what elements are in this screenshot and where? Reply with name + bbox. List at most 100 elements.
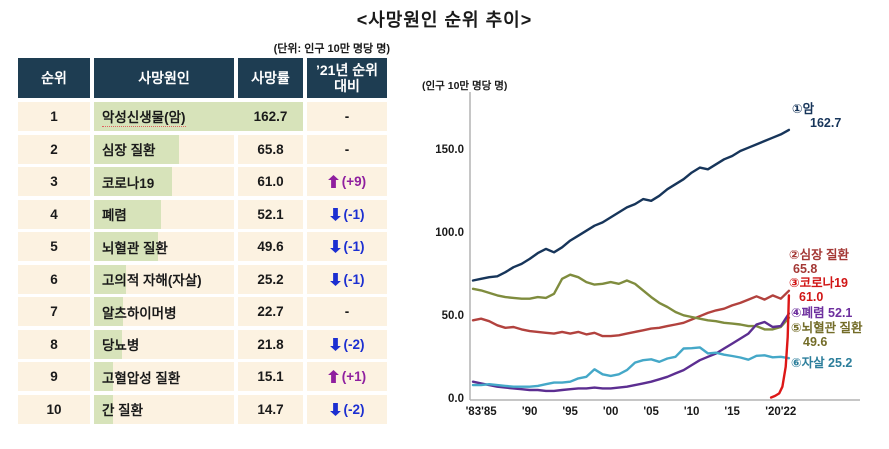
series-label: ②심장 질환 65.8 — [789, 248, 849, 276]
series-label: ④폐렴 52.1 — [791, 306, 852, 320]
rank-change-text: (-1) — [343, 239, 365, 254]
series-label: ①암 162.7 — [792, 102, 841, 130]
death-cause-table: 순위 사망원인 사망률 ’21년 순위 대비 1 악성신생물(암) 162.7 -… — [18, 58, 390, 427]
rank-change-cell: (-1) — [307, 232, 387, 261]
rate-bar — [94, 362, 114, 391]
x-tick-label: '15 — [724, 406, 740, 418]
table-row: 2 심장 질환 65.8 - — [18, 134, 390, 164]
rank-cell: 5 — [18, 232, 90, 261]
rate-bar — [94, 297, 124, 326]
cause-cell: 고의적 자해(자살) — [94, 264, 234, 294]
rate-bar — [94, 329, 122, 359]
series-label-value: 61.0 — [799, 290, 824, 304]
table-row: 5 뇌혈관 질환 49.6 (-1) — [18, 232, 390, 261]
rank-cell: 7 — [18, 297, 90, 326]
table-row: 7 알츠하이머병 22.7 - — [18, 297, 390, 326]
rank-cell: 4 — [18, 199, 90, 229]
header-rank: 순위 — [18, 58, 90, 98]
rank-change-cell: - — [307, 102, 387, 131]
line-covid19 — [769, 294, 791, 399]
x-tick-label: '20'22 — [765, 406, 797, 418]
trend-chart-canvas — [469, 92, 860, 401]
rate-cell: 65.8 — [238, 134, 303, 164]
table-row: 8 당뇨병 21.8 (-2) — [18, 329, 390, 359]
rank-cell: 2 — [18, 134, 90, 164]
rank-change-text: (-2) — [343, 401, 365, 417]
table-row: 6 고의적 자해(자살) 25.2 (-1) — [18, 264, 390, 294]
rate-bar — [94, 394, 113, 424]
cause-cell: 당뇨병 — [94, 329, 234, 359]
rank-change-text: (+1) — [341, 369, 367, 384]
rate-cell: 22.7 — [238, 297, 303, 326]
rate-cell: 25.2 — [238, 264, 303, 294]
cause-cell: 악성신생물(암) — [94, 102, 303, 131]
rank-cell: 6 — [18, 264, 90, 294]
y-tick-label: 50.0 — [441, 310, 464, 322]
series-label-value: 65.8 — [793, 262, 818, 276]
rate-bar — [94, 167, 173, 196]
series-label-name: ①암 — [792, 102, 815, 116]
rate-cell: 21.8 — [238, 329, 303, 359]
rank-cell: 10 — [18, 394, 90, 424]
cause-cell: 고혈압성 질환 — [94, 362, 234, 391]
table-row: 3 코로나19 61.0 (+9) — [18, 167, 390, 196]
chart-unit-label: (인구 10만 명당 명) — [422, 80, 508, 92]
rank-change-cell: (+1) — [307, 362, 387, 391]
line-suicide — [471, 346, 791, 388]
x-tick-label: '95 — [562, 406, 578, 418]
x-tick-label: '00 — [602, 406, 619, 418]
header-rank-change: ’21년 순위 대비 — [307, 58, 387, 98]
y-tick-label: 0.0 — [448, 393, 464, 405]
series-label-value: 49.6 — [803, 335, 828, 349]
table-header-row: 순위 사망원인 사망률 ’21년 순위 대비 — [18, 58, 390, 98]
rank-change-arrow-icon — [329, 402, 341, 416]
series-label-name: ④폐렴 52.1 — [791, 306, 853, 320]
table-row: 10 간 질환 14.7 (-2) — [18, 394, 390, 424]
table-row: 9 고혈압성 질환 15.1 (+1) — [18, 362, 390, 391]
table-body: 1 악성신생물(암) 162.7 - 2 심장 질환 65.8 - 3 — [18, 102, 390, 424]
series-label-value: 162.7 — [810, 116, 842, 130]
rank-change-arrow-icon — [329, 272, 341, 286]
line-cerebrovascular — [471, 273, 791, 331]
series-label-name: ②심장 질환 — [789, 248, 850, 262]
rate-bar — [94, 199, 161, 229]
rank-change-cell: - — [307, 297, 387, 326]
cause-cell: 간 질환 — [94, 394, 234, 424]
rank-change-text: (-1) — [343, 206, 365, 222]
rank-cell: 9 — [18, 362, 90, 391]
rate-cell: 49.6 — [238, 232, 303, 261]
rate-cell: 61.0 — [238, 167, 303, 196]
rank-cell: 3 — [18, 167, 90, 196]
rank-change-text: - — [344, 141, 350, 157]
rate-bar — [94, 264, 127, 294]
rank-change-cell: (-1) — [307, 264, 387, 294]
table-row: 1 악성신생물(암) 162.7 - — [18, 102, 390, 131]
rank-change-cell: (-2) — [307, 329, 387, 359]
table-unit-label: (단위: 인구 10만 명당 명) — [273, 43, 390, 55]
header-rank-change-text: ’21년 순위 대비 — [316, 61, 378, 94]
rank-change-text: - — [344, 109, 350, 124]
rank-change-text: (-1) — [343, 271, 365, 287]
rank-change-cell: (+9) — [307, 167, 387, 196]
rank-change-cell: (-1) — [307, 199, 387, 229]
rank-change-arrow-icon — [329, 207, 341, 221]
cause-cell: 뇌혈관 질환 — [94, 232, 234, 261]
table-row: 4 폐렴 52.1 (-1) — [18, 199, 390, 229]
line-pneumonia — [471, 312, 791, 393]
x-tick-label: '90 — [521, 406, 538, 418]
line-heart — [471, 289, 791, 338]
rate-cell: 15.1 — [238, 362, 303, 391]
series-label-name: ⑥자살 25.2 — [791, 356, 853, 370]
rate-bar — [94, 232, 158, 261]
line-cancer — [471, 128, 791, 282]
y-tick-label: 150.0 — [435, 144, 464, 156]
rank-change-cell: (-2) — [307, 394, 387, 424]
rank-change-text: (+9) — [341, 174, 367, 189]
rank-change-text: (-2) — [343, 336, 365, 352]
series-label: ③코로나19 61.0 — [789, 276, 848, 304]
cause-cell: 심장 질환 — [94, 134, 234, 164]
x-tick-label: '83'85 — [465, 406, 497, 418]
header-rate: 사망률 — [238, 58, 303, 98]
x-tick-label: '10 — [683, 406, 700, 418]
